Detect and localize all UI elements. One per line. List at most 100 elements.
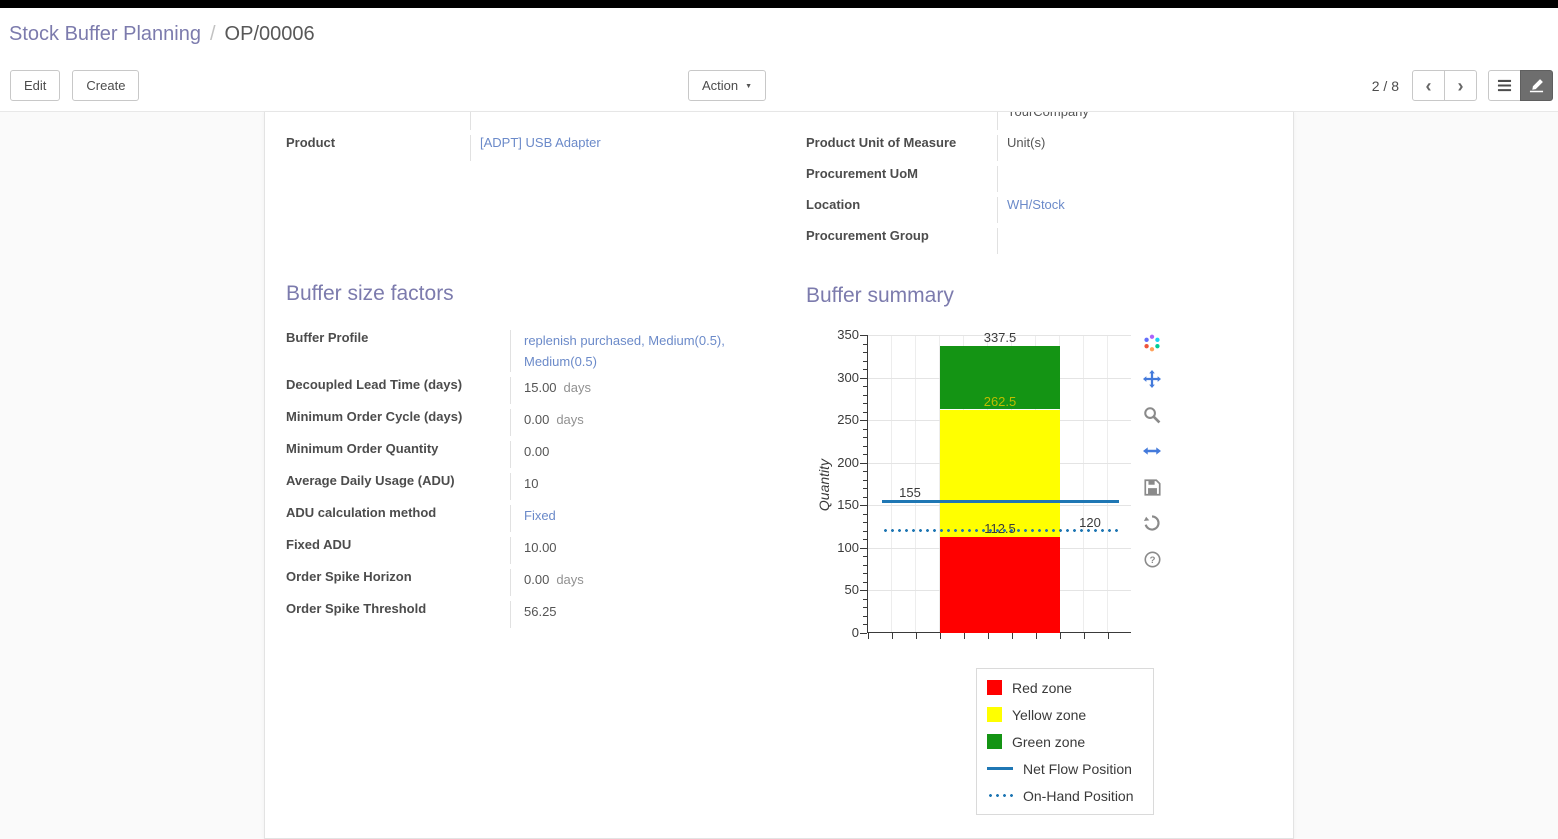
field-value: replenish purchased, Medium(0.5), Medium… (511, 330, 761, 372)
y-axis-tick (863, 624, 867, 626)
y-gridline (868, 335, 1131, 336)
help-icon[interactable]: ? (1143, 546, 1161, 572)
y-axis-tick (860, 633, 867, 634)
field-value: 10 (511, 473, 761, 500)
caret-down-icon: ▼ (745, 83, 753, 90)
field-value-link[interactable]: [ADPT] USB Adapter (480, 135, 601, 150)
field-label: Decoupled Lead Time (days) (286, 377, 511, 404)
form-view-button[interactable] (1520, 70, 1553, 101)
legend-swatch-on-hand-position (987, 794, 1013, 797)
y-axis-tick (863, 522, 867, 524)
net-flow-position-line (882, 500, 1119, 503)
y-axis-tick-label: 150 (837, 497, 859, 513)
field-value-link[interactable]: Fixed (524, 508, 556, 523)
action-dropdown-button[interactable]: Action ▼ (688, 70, 767, 101)
breadcrumb-parent-link[interactable]: Stock Buffer Planning (9, 22, 201, 45)
action-area: Action ▼ (688, 70, 767, 101)
y-axis-tick (863, 411, 867, 413)
y-axis-tick-label: 200 (837, 454, 859, 470)
field-label: Minimum Order Quantity (286, 441, 511, 468)
breadcrumb-separator: / (209, 22, 216, 45)
chart-plot-area: 337.5 262.5 155 112.5 120 (860, 330, 1131, 639)
top-navbar (0, 0, 1558, 8)
pager-next-button[interactable]: › (1444, 70, 1477, 101)
field-value-text: 15.00 (524, 380, 557, 395)
field-value: 0.00 (511, 441, 761, 468)
field-value: 15.00 days (511, 377, 761, 404)
list-view-button[interactable] (1488, 70, 1521, 101)
field-row: Procurement UoM (806, 161, 1276, 192)
edit-button[interactable]: Edit (10, 70, 61, 101)
zoom-icon[interactable] (1143, 402, 1161, 428)
svg-text:?: ? (1149, 554, 1155, 565)
y-axis-tick (860, 462, 867, 464)
legend-label: Yellow zone (1012, 706, 1087, 723)
chart-annotation: 337.5 (983, 329, 1017, 345)
pan-icon[interactable] (1143, 366, 1161, 392)
y-axis-tick (863, 581, 867, 583)
y-axis-tick (863, 615, 867, 617)
create-button[interactable]: Create (72, 70, 140, 101)
field-value-text: 0.00 (524, 572, 550, 587)
content-area: Product [ADPT] USB Adapter YourCompany Pro… (0, 112, 1558, 839)
y-axis-tick (863, 556, 867, 558)
y-axis-tick (860, 590, 867, 592)
field-row: Average Daily Usage (ADU) 10 (286, 468, 786, 500)
field-value-link[interactable]: replenish purchased, Medium(0.5), Medium… (524, 333, 725, 369)
chart-y-axis: 0 50 100 150 200 250 300 350 (814, 327, 859, 640)
x-axis-ticks (868, 633, 1131, 639)
legend-item-green-zone[interactable]: Green zone (977, 728, 1153, 755)
field-label: Location (806, 197, 998, 223)
y-axis-tick (863, 530, 867, 532)
plotly-logo-icon[interactable] (1142, 330, 1162, 356)
field-label: Buffer Profile (286, 330, 511, 372)
y-axis-tick-label: 250 (837, 412, 859, 428)
y-axis-tick-label: 50 (844, 582, 859, 598)
legend-item-net-flow-position[interactable]: Net Flow Position (977, 755, 1153, 782)
pager-previous-button[interactable]: ‹ (1412, 70, 1445, 101)
field-value-link[interactable]: WH/Stock (1007, 197, 1065, 212)
autoscale-icon[interactable] (1143, 438, 1161, 464)
action-label: Action (702, 78, 739, 93)
chart-zone-red-zone (940, 537, 1060, 633)
field-label: Fixed ADU (286, 537, 511, 564)
y-axis-tick-label: 100 (837, 539, 859, 555)
field-label (806, 112, 998, 130)
legend-swatch-yellow-zone (987, 707, 1002, 722)
legend-item-red-zone[interactable]: Red zone (977, 674, 1153, 701)
y-axis-tick (863, 539, 867, 541)
legend-item-yellow-zone[interactable]: Yellow zone (977, 701, 1153, 728)
section-title-buffer-summary: Buffer summary (806, 284, 954, 307)
view-switcher (1488, 70, 1553, 101)
field-row: Minimum Order Quantity 0.00 (286, 436, 786, 468)
chart-annotation: 120 (1079, 514, 1101, 530)
chart-annotation: 262.5 (983, 393, 1017, 409)
save-icon[interactable] (1143, 474, 1161, 500)
group-product: Product [ADPT] USB Adapter (286, 112, 773, 161)
chart-zone-yellow-zone (940, 409, 1060, 538)
y-axis-tick (863, 394, 867, 396)
field-value: 56.25 (511, 601, 761, 628)
field-row: ADU calculation method Fixed (286, 500, 786, 532)
form-view-icon (1529, 78, 1544, 93)
y-axis-tick (863, 428, 867, 430)
field-value: Unit(s) (998, 135, 1276, 161)
field-value: 10.00 (511, 537, 761, 564)
field-row: Fixed ADU 10.00 (286, 532, 786, 564)
pager-value: 2 / 8 (1371, 77, 1399, 94)
chart-legend: Red zone Yellow zone Green zone Net Flow Po… (976, 668, 1154, 815)
y-axis-tick (863, 386, 867, 388)
field-row: Location WH/Stock (806, 192, 1276, 223)
field-value (998, 228, 1276, 254)
field-value: WH/Stock (998, 197, 1276, 223)
y-axis-tick (860, 335, 867, 336)
field-row: Decoupled Lead Time (days) 15.00 days (286, 372, 786, 404)
field-row: YourCompany (806, 112, 1276, 130)
record-buttons: Edit Create (10, 70, 140, 101)
field-row: Procurement Group (806, 223, 1276, 254)
field-value-text: 0.00 (524, 412, 550, 427)
field-value: [ADPT] USB Adapter (471, 135, 773, 161)
refresh-icon[interactable] (1143, 510, 1161, 536)
legend-item-on-hand-position[interactable]: On-Hand Position (977, 782, 1153, 809)
y-axis-tick (863, 488, 867, 490)
